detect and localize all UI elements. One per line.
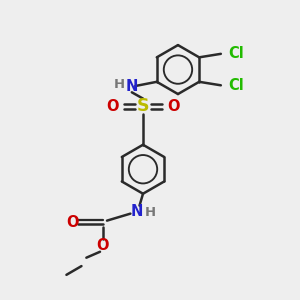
Text: O: O <box>66 215 78 230</box>
Text: Cl: Cl <box>229 46 244 61</box>
Text: H: H <box>114 79 125 92</box>
Text: O: O <box>106 99 119 114</box>
Text: N: N <box>126 79 138 94</box>
Text: Cl: Cl <box>229 78 244 93</box>
Text: S: S <box>137 97 149 115</box>
Text: H: H <box>144 206 156 219</box>
Text: N: N <box>130 204 143 219</box>
Text: O: O <box>96 238 108 253</box>
Text: O: O <box>167 99 180 114</box>
